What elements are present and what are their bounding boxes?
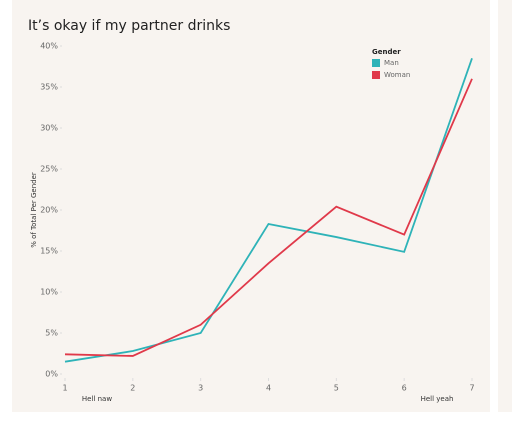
y-tick-label: 15% [40, 247, 58, 256]
x-tick-label: 4 [266, 384, 271, 393]
y-tick-label: 40% [40, 42, 58, 51]
legend-swatch [372, 59, 380, 67]
annotation: Hell yeah [421, 395, 454, 403]
y-tick-label: 10% [40, 288, 58, 297]
line-series [64, 78, 473, 357]
side-panel [498, 0, 512, 412]
x-tick-label: 3 [198, 384, 203, 393]
legend-label: Man [384, 59, 399, 67]
y-tick-label: 25% [40, 165, 58, 174]
chart-card [12, 0, 490, 412]
x-tick-label: 1 [62, 384, 67, 393]
annotation: Hell naw [82, 395, 112, 403]
y-tick-label: 5% [45, 329, 58, 338]
chart-title: It’s okay if my partner drinks [28, 18, 230, 34]
y-axis-label: % of Total Per Gender [30, 172, 38, 248]
y-tick-label: 35% [40, 83, 58, 92]
y-tick-label: 30% [40, 124, 58, 133]
legend-swatch [372, 71, 380, 79]
x-tick-label: 2 [130, 384, 135, 393]
legend-title: Gender [372, 48, 401, 56]
line-series [64, 58, 473, 363]
x-tick-label: 6 [402, 384, 407, 393]
y-tick-label: 0% [45, 370, 58, 379]
x-tick-label: 7 [469, 384, 474, 393]
y-tick-label: 20% [40, 206, 58, 215]
x-tick-label: 5 [334, 384, 339, 393]
legend-label: Woman [384, 71, 410, 79]
